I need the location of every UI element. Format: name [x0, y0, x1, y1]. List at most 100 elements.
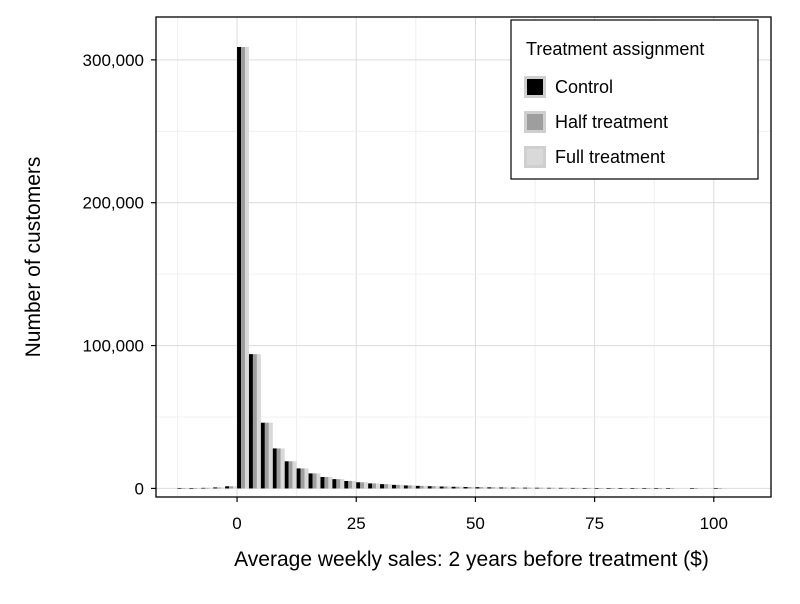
bar-full-treatment	[721, 488, 726, 489]
bar-full-treatment	[244, 47, 249, 489]
bar-full-treatment	[197, 488, 202, 489]
bar-half-treatment	[550, 487, 555, 489]
bar-control	[189, 488, 194, 489]
bar-half-treatment	[574, 487, 579, 489]
bar-half-treatment	[467, 487, 472, 489]
bar-half-treatment	[395, 484, 400, 489]
bar-control	[403, 485, 408, 489]
legend: Treatment assignment Control Half treatme…	[510, 19, 759, 180]
legend-swatch	[527, 149, 543, 165]
bar-full-treatment	[340, 479, 345, 489]
x-tick-label: 75	[585, 514, 604, 533]
bar-control	[523, 487, 528, 489]
bar-full-treatment	[674, 488, 679, 489]
bar-control	[344, 481, 349, 489]
bar-half-treatment	[264, 422, 269, 489]
bar-control	[332, 479, 337, 489]
bar-control	[713, 488, 718, 489]
bar-half-treatment	[312, 473, 317, 489]
legend-label: Full treatment	[555, 147, 665, 167]
bar-full-treatment	[423, 485, 428, 489]
bar-full-treatment	[662, 488, 667, 489]
bar-half-treatment	[205, 487, 210, 489]
bar-full-treatment	[268, 422, 273, 489]
bar-full-treatment	[280, 448, 285, 489]
legend-swatch	[527, 79, 543, 95]
bar-control	[594, 488, 599, 489]
bar-control	[177, 488, 182, 489]
bar-full-treatment	[697, 488, 702, 489]
y-tick-label: 100,000	[83, 337, 144, 356]
bar-control	[284, 461, 289, 489]
bar-control	[499, 487, 504, 489]
bar-full-treatment	[364, 482, 369, 489]
legend-swatch	[527, 114, 543, 130]
plot-border	[155, 16, 772, 498]
bar-half-treatment	[562, 487, 567, 489]
bar-half-treatment	[598, 488, 603, 489]
bar-half-treatment	[193, 488, 198, 489]
bar-half-treatment	[336, 479, 341, 489]
bar-half-treatment	[431, 486, 436, 489]
y-tick-label: 200,000	[83, 194, 144, 213]
bar-full-treatment	[388, 484, 392, 489]
bar-full-treatment	[304, 468, 309, 489]
bar-control	[630, 488, 635, 489]
bar-half-treatment	[348, 481, 353, 489]
bar-half-treatment	[360, 482, 365, 489]
bar-half-treatment	[252, 354, 257, 489]
bar-full-treatment	[435, 486, 440, 489]
bar-half-treatment	[670, 488, 675, 489]
bar-full-treatment	[650, 488, 655, 489]
bar-half-treatment	[717, 488, 722, 489]
bar-full-treatment	[638, 488, 643, 489]
bar-full-treatment	[483, 487, 488, 489]
bar-full-treatment	[471, 487, 476, 489]
x-tick-label: 0	[232, 514, 241, 533]
bar-half-treatment	[372, 483, 377, 489]
x-tick-label: 50	[466, 514, 485, 533]
bar-half-treatment	[300, 468, 305, 489]
y-tick-label: 300,000	[83, 51, 144, 70]
bar-full-treatment	[495, 487, 500, 489]
bar-full-treatment	[602, 488, 607, 489]
bar-full-treatment	[185, 488, 190, 489]
bar-control	[487, 487, 492, 489]
bar-half-treatment	[181, 488, 186, 489]
bar-half-treatment	[622, 488, 627, 489]
bar-full-treatment	[519, 487, 524, 489]
bar-control	[415, 485, 420, 489]
bar-full-treatment	[292, 461, 297, 489]
bar-half-treatment	[217, 487, 222, 489]
bar-full-treatment	[578, 487, 583, 489]
bar-full-treatment	[447, 486, 452, 489]
bar-half-treatment	[538, 487, 543, 489]
bar-full-treatment	[352, 481, 357, 489]
legend-label: Half treatment	[555, 112, 668, 132]
bar-control	[201, 487, 206, 489]
bar-full-treatment	[221, 487, 226, 489]
bar-full-treatment	[209, 487, 214, 489]
bar-half-treatment	[610, 488, 615, 489]
bar-half-treatment	[419, 485, 424, 489]
bar-control	[248, 354, 253, 489]
legend-title: Treatment assignment	[526, 39, 704, 59]
x-axis-title: Average weekly sales: 2 years before tre…	[234, 548, 709, 571]
bar-full-treatment	[328, 477, 333, 489]
bar-half-treatment	[491, 487, 496, 489]
bar-control	[535, 487, 539, 489]
bar-control	[320, 477, 325, 489]
bar-half-treatment	[503, 487, 508, 489]
bar-control	[475, 487, 480, 489]
y-axis-title: Number of customers	[22, 157, 45, 358]
bar-control	[618, 488, 623, 489]
bar-control	[237, 47, 242, 489]
bar-half-treatment	[586, 487, 591, 489]
bar-control	[689, 488, 694, 489]
bars-layer	[177, 47, 726, 489]
bar-half-treatment	[276, 448, 281, 489]
bar-control	[368, 483, 373, 489]
bar-control	[582, 487, 587, 489]
